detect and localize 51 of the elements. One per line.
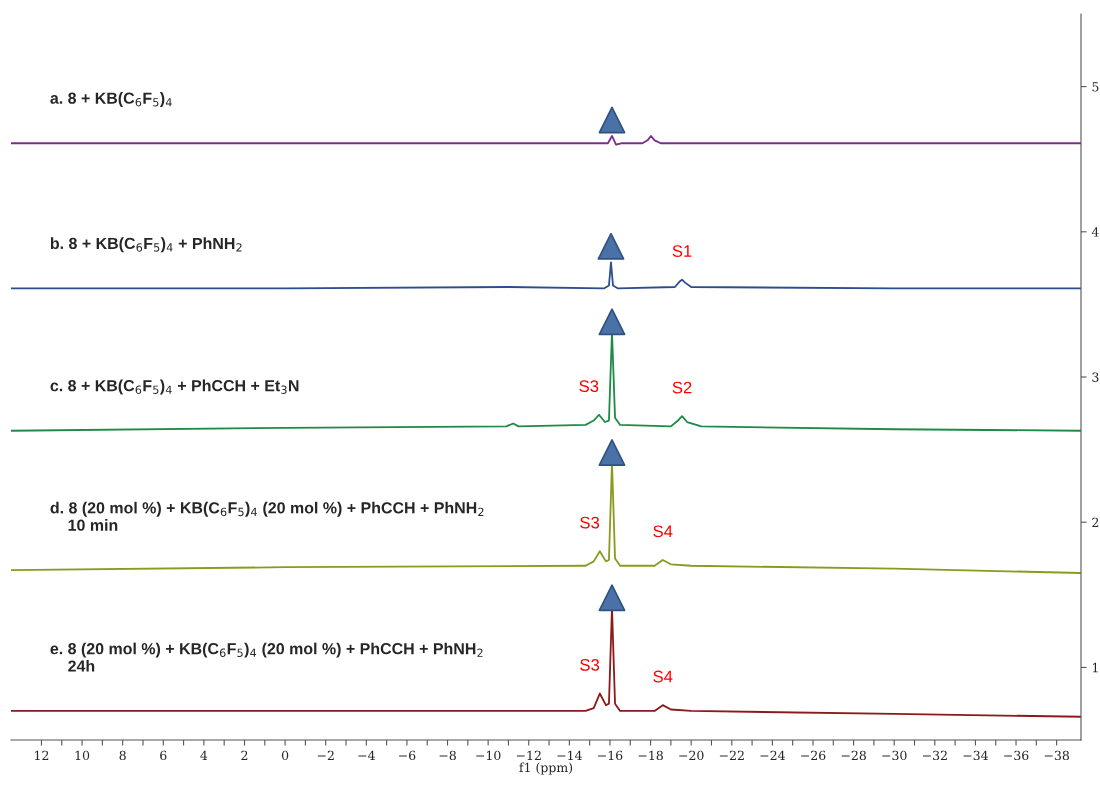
x-tick-label: −30 xyxy=(882,750,907,761)
y-tick-label: 1 xyxy=(1092,662,1098,673)
annotation: S4 xyxy=(653,525,673,538)
point xyxy=(598,584,626,612)
point xyxy=(597,232,625,260)
x-tick-label: −8 xyxy=(439,750,456,761)
x-tick-label: −28 xyxy=(841,750,866,761)
line-series xyxy=(11,261,1081,290)
line-series xyxy=(11,135,1081,146)
text: a. 8 + KB(C$_{6}$F$_{5}$)$_{4}$ xyxy=(50,92,172,107)
x-tick-label: −26 xyxy=(801,750,826,761)
x-tick-label: −18 xyxy=(638,750,663,761)
annotation: S3 xyxy=(579,380,599,393)
text: b. 8 + KB(C$_{6}$F$_{5}$)$_{4}$ + PhNH$_{2}$ xyxy=(50,237,242,253)
annotation: S3 xyxy=(580,659,600,671)
x-tick-label: −20 xyxy=(679,750,704,761)
x-tick-label: 2 xyxy=(241,750,248,760)
x-tick-label: −10 xyxy=(476,750,501,761)
x-tick-label: −24 xyxy=(760,750,785,760)
point xyxy=(598,439,626,466)
x-tick-label: 8 xyxy=(119,750,126,761)
x-tick-label: −6 xyxy=(399,750,416,761)
annotation: S1 xyxy=(672,245,692,257)
x-tick-label: 4 xyxy=(200,750,208,760)
x-tick-label: −4 xyxy=(358,750,375,760)
annotation: S3 xyxy=(580,516,600,529)
x-tick-label: −2 xyxy=(317,750,334,760)
point xyxy=(598,308,626,336)
text: c. 8 + KB(C$_{6}$F$_{5}$)$_{4}$ + PhCCH + Et$_{3}$N xyxy=(50,379,299,395)
x-tick-label: −16 xyxy=(598,750,623,761)
x-tick-label: 6 xyxy=(160,750,167,761)
x-tick-label: −12 xyxy=(516,750,541,760)
x-tick-label: 0 xyxy=(281,750,289,761)
x-tick-label: −38 xyxy=(1044,750,1069,761)
x-tick-label: 12 xyxy=(35,750,49,760)
annotation: S2 xyxy=(672,381,692,394)
y-tick-label: 3 xyxy=(1092,372,1099,382)
annotation: S4 xyxy=(653,670,673,683)
text: d. 8 (20 mol %) + KB(C$_{6}$F$_{5}$)$_{4}$ (20 mol %) + PhCCH + PhNH$_{2}$ 10 min xyxy=(50,501,484,531)
x-tick-label: −34 xyxy=(963,750,988,761)
x-tick-label: −22 xyxy=(719,750,744,760)
text: e. 8 (20 mol %) + KB(C$_{6}$F$_{5}$)$_{4}$ (20 mol %) + PhCCH + PhNH$_{2}$ 24h xyxy=(50,642,483,672)
x-tick-label: −14 xyxy=(557,750,582,760)
y-tick-label: 4 xyxy=(1091,227,1099,237)
x-tick-label: −32 xyxy=(922,750,947,761)
y-tick-label: 2 xyxy=(1092,517,1099,527)
point xyxy=(598,106,626,134)
x-tick-label: −36 xyxy=(1004,750,1029,761)
y-tick-label: 5 xyxy=(1092,82,1099,92)
x-axis-title: f1 (ppm) xyxy=(519,762,573,775)
x-tick-label: 10 xyxy=(75,750,90,761)
